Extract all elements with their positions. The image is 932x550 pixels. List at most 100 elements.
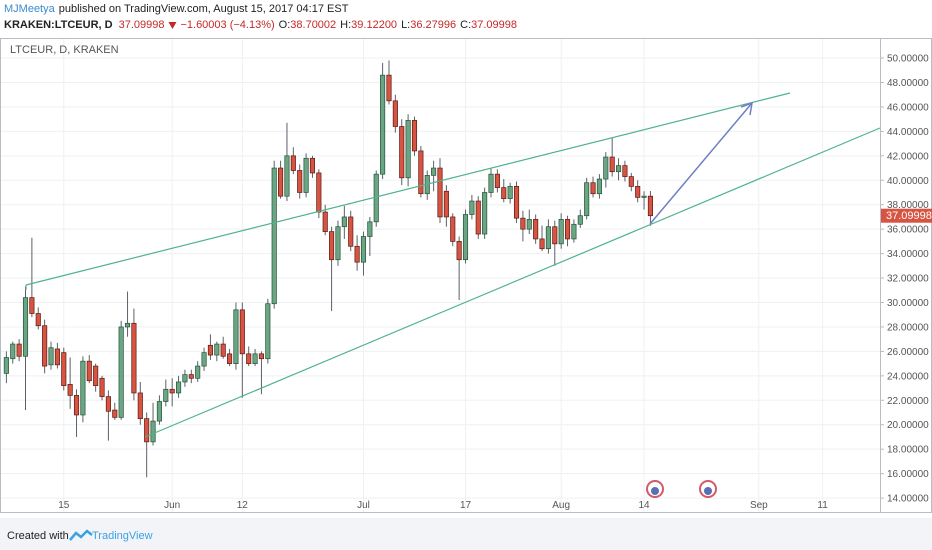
x-tick-label: 14 [638,500,650,511]
candle-body [35,313,41,327]
y-tick-label: 28.00000 [887,322,929,333]
candle-body [246,353,252,364]
candle-body [539,238,545,250]
candle-body [322,211,328,232]
candle-body [207,344,213,356]
ohlc-value: 38.70002 [290,19,336,31]
candle-body [341,216,347,228]
candle-body [182,374,188,383]
candle-body [105,396,111,412]
candle-body [571,223,577,240]
y-tick-label: 50.00000 [887,54,929,65]
candle-body [552,226,558,245]
candle-body [335,226,341,261]
y-tick-label: 20.00000 [887,420,929,431]
candle-body [137,392,143,419]
candle-body [284,155,290,197]
candle-body [176,381,182,394]
candle-body [622,165,628,177]
candle-body [596,178,602,195]
badge [651,487,659,495]
footer [0,518,932,550]
candle-body [360,236,367,263]
candle-body [265,303,271,360]
candle-body [635,186,641,198]
y-tick-label: 22.00000 [887,396,929,407]
candle-body [443,190,449,218]
candle-body [386,74,392,102]
candle-body [124,322,131,328]
candle-body [526,219,532,230]
y-tick-label: 42.00000 [887,151,929,162]
candle-body [558,219,564,245]
candle-body [437,167,443,218]
last-price-tag [881,208,932,223]
y-tick-label: 46.00000 [887,102,929,113]
candle-body [494,173,500,188]
arrow-head [740,101,753,116]
published: published on TradingView.com, August 15,… [59,3,349,15]
candle-body [329,231,335,261]
badge [704,487,712,495]
candle-body [348,216,354,247]
down-arrow [168,22,177,29]
candle-body [131,322,137,394]
footer-brand[interactable]: TradingView [92,530,153,542]
candle-body [520,217,526,230]
candle-body [252,353,258,364]
candle-body [577,215,583,225]
candle-body [22,297,29,357]
x-tick-label: Jul [357,500,370,511]
candle-body [456,241,462,261]
x-tick-label: 11 [817,500,828,511]
author[interactable]: MJMeetya [4,3,56,15]
symbol: KRAKEN:LTCEUR, D [4,19,113,31]
candle-body [507,186,513,199]
last: 37.09998 [119,19,165,31]
ohlc-label: L: [401,19,410,31]
candle-body [641,195,647,198]
candle-body [271,167,277,305]
y-tick-label: 44.00000 [887,127,929,138]
candle-body [399,126,405,179]
ohlc-value: 37.09998 [471,19,517,31]
candle-body [150,420,156,443]
candle-body [99,377,105,397]
candle-body [469,200,475,215]
candle-body [3,357,9,374]
event-badges [646,480,717,498]
y-tick-label: 48.00000 [887,78,929,89]
trendline [25,92,791,286]
candle-body [482,192,488,235]
candle-body [501,187,507,199]
candle-body [628,176,634,187]
candle-body [54,348,60,366]
chart-label: LTCEUR, D, KRAKEN [10,44,119,56]
candle-body [118,326,124,418]
candle-body [86,360,92,382]
candle-body [590,182,596,195]
y-tick-label: 24.00000 [887,371,929,382]
candle-body [290,155,296,171]
candle-body [431,167,437,176]
header-line: MJMeetya published on TradingView.com, Au… [4,3,349,15]
x-tick-label: Jun [164,500,180,511]
candle-body [214,343,220,356]
candle-body [380,74,386,175]
candle-body [239,309,245,355]
y-tick-label: 26.00000 [887,347,929,358]
candle-body [616,165,622,173]
candle-body [144,418,150,443]
y-tick-label: 38.00000 [887,200,929,211]
candle-body [392,100,398,127]
ohlc-label: C: [460,19,471,31]
symbol-line: KRAKEN:LTCEUR, D 37.09998 −1.60003 (−4.13%… [4,19,517,31]
candle-body [603,156,609,180]
candle-body [545,226,551,250]
trendline [144,127,881,438]
candle-body [156,401,162,422]
y-tick-label: 30.00000 [887,298,929,309]
candle-body [278,167,284,197]
plot: 14.00000 16.00000 18.00000 20.00000 22.00000… [0,38,929,512]
